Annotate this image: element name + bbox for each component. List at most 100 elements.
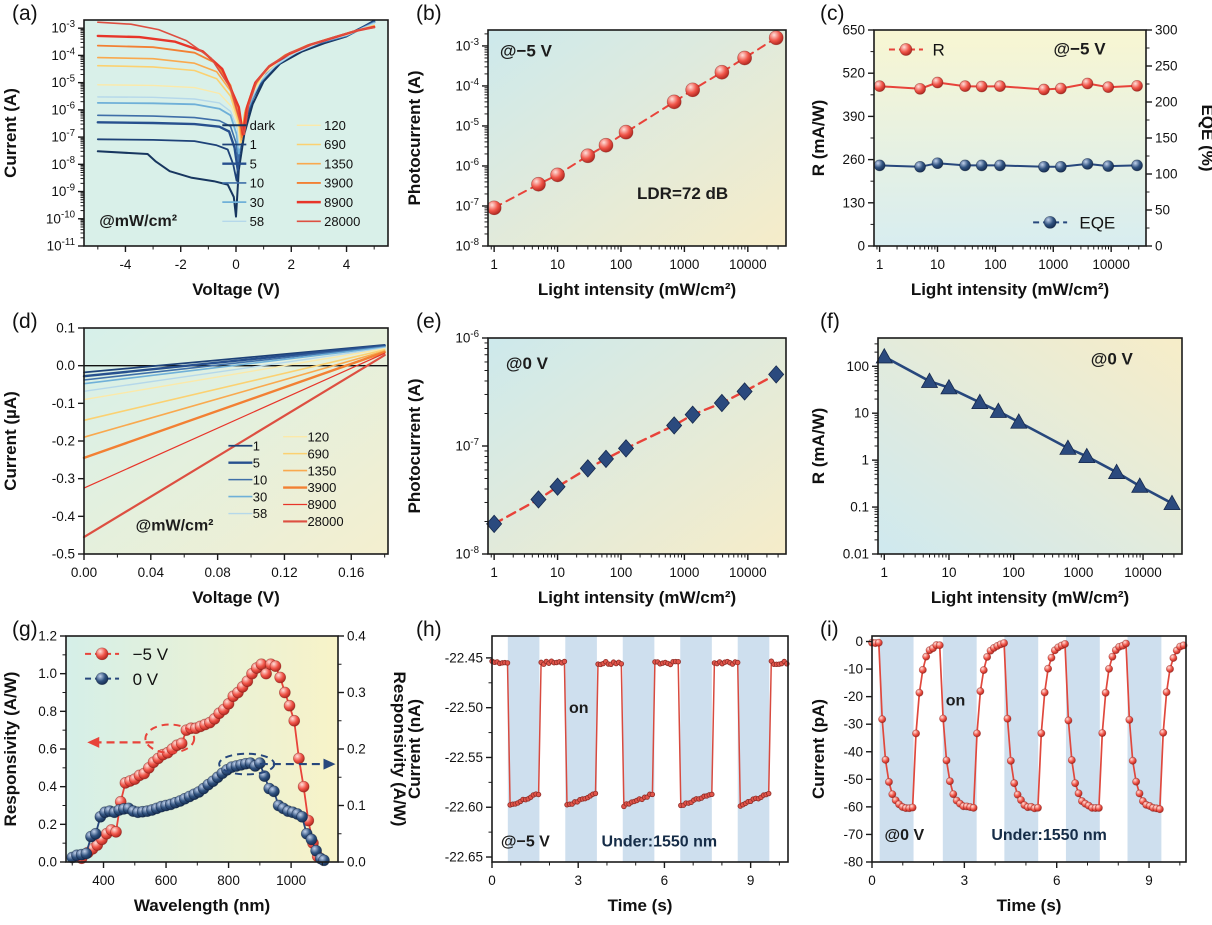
svg-text:520: 520: [842, 66, 865, 81]
series-group: [96, 19, 376, 218]
svg-text:8900: 8900: [324, 195, 353, 210]
svg-text:@mW/cm²: @mW/cm²: [99, 213, 177, 230]
svg-text:0.3: 0.3: [347, 685, 366, 700]
svg-text:0 V: 0 V: [133, 670, 159, 689]
plot-background: [878, 338, 1182, 554]
svg-text:Time (s): Time (s): [997, 896, 1062, 915]
chart-f: 1 10 100 1000 10000 100 10 1 0.1 0.01 Light intens…: [809, 337, 1183, 607]
svg-text:Current (nA): Current (nA): [405, 699, 424, 799]
svg-text:5: 5: [253, 455, 260, 470]
svg-text:10-8: 10-8: [455, 545, 479, 562]
panel-e: (e) 1 10 100 1000 10000 10-6 10-7 10-8 Light int…: [404, 308, 808, 616]
svg-text:260: 260: [842, 152, 865, 167]
series-5: [82, 344, 386, 378]
svg-text:600: 600: [155, 873, 178, 888]
svg-text:-50: -50: [843, 772, 863, 787]
svg-text:-22.55: -22.55: [445, 750, 483, 765]
axes: 1 10 100 1000 10000 100 10 1 0.1 0.01 Light intens…: [809, 337, 1183, 607]
chart-d: 0.00 0.04 0.08 0.12 0.16 0.1 0.0 -0.1 -0.2 -0.3 -0…: [1, 321, 389, 607]
svg-text:0: 0: [488, 873, 496, 888]
svg-text:-30: -30: [843, 717, 863, 732]
svg-text:Time (s): Time (s): [608, 896, 673, 915]
svg-text:3900: 3900: [307, 480, 336, 495]
svg-text:−5 V: −5 V: [133, 645, 169, 664]
svg-text:3: 3: [574, 873, 582, 888]
series-28000: [97, 21, 376, 136]
svg-text:-20: -20: [843, 689, 863, 704]
svg-text:@mW/cm²: @mW/cm²: [136, 518, 214, 535]
series-R: [873, 76, 1143, 96]
svg-text:10-3: 10-3: [51, 19, 75, 36]
svg-text:10-6: 10-6: [455, 329, 479, 346]
axes: -4 -2 0 2 4 10-3 10-4 10-5 10-6 10-7 10-8 10-9 10-10…: [1, 19, 389, 299]
series-30: [83, 346, 386, 385]
svg-text:Current (A): Current (A): [1, 88, 20, 178]
svg-text:28000: 28000: [324, 214, 360, 229]
panel-b: (b) 1 10 100 1000 10000 10-3 10-4 10-5 10-6 10-7 1…: [404, 0, 808, 308]
svg-text:0.04: 0.04: [138, 565, 165, 580]
svg-text:-0.4: -0.4: [52, 509, 76, 524]
svg-text:-22.65: -22.65: [445, 850, 483, 865]
svg-text:800: 800: [217, 873, 240, 888]
svg-text:@0 V: @0 V: [506, 354, 549, 373]
series-current: [868, 638, 1188, 814]
svg-text:10: 10: [253, 472, 267, 487]
panel-f: (f) 1 10 100 1000 10000 100 10 1 0.1 0.01 Light in…: [808, 308, 1212, 616]
svg-text:Responsivity (A/W): Responsivity (A/W): [1, 672, 20, 827]
svg-text:Light intensity (mW/cm²): Light intensity (mW/cm²): [538, 280, 736, 299]
chart-i: 0 3 6 9 0 -10 -20 -30 -40 -50 -60 -70 -80 Time (s) Cur…: [809, 634, 1188, 915]
annotations: @−5 V LDR=72 dB: [500, 42, 728, 204]
plot-background: [488, 30, 786, 246]
legend: 1 5 10 30 58 120 690 1350 3900 8900 28000: [228, 429, 344, 529]
chart-b: 1 10 100 1000 10000 10-3 10-4 10-5 10-6 10-7 10-8 L…: [405, 29, 787, 299]
svg-text:on: on: [569, 700, 589, 717]
svg-text:8900: 8900: [307, 497, 336, 512]
series-8900: [83, 352, 386, 489]
annotations: @mW/cm²: [136, 518, 214, 535]
chart-h: 0 3 6 9 -22.45 -22.50 -22.55 -22.60 -22.65 Time (…: [405, 635, 790, 915]
svg-text:0.0: 0.0: [56, 358, 75, 373]
axes: 0 3 6 9 -22.45 -22.50 -22.55 -22.60 -22.65 Time (…: [405, 635, 789, 915]
svg-text:EQE (%): EQE (%): [1198, 104, 1212, 171]
legend: dark 1 5 10 30 58 120 690 1350 3900 8900 28000: [222, 118, 360, 229]
svg-text:0.12: 0.12: [271, 565, 297, 580]
svg-text:-0.2: -0.2: [52, 434, 75, 449]
svg-text:1: 1: [490, 565, 498, 580]
svg-text:0: 0: [232, 257, 240, 272]
chart-e: 1 10 100 1000 10000 10-6 10-7 10-8 Light intensi…: [405, 329, 787, 607]
plot-background: [874, 30, 1146, 246]
svg-text:1: 1: [490, 257, 498, 272]
svg-text:0.1: 0.1: [56, 321, 75, 336]
svg-text:58: 58: [250, 214, 264, 229]
panel-a: (a) -4 -2 0 2 4 10-3 10-4 10-5 10-6 10-7 10-8 10-9 1…: [0, 0, 404, 308]
svg-text:10: 10: [854, 406, 869, 421]
series-photocurrent: [486, 30, 784, 216]
svg-text:300: 300: [1155, 23, 1178, 38]
series-group: [82, 343, 386, 539]
svg-text:2: 2: [288, 257, 296, 272]
svg-text:0.2: 0.2: [38, 817, 57, 832]
svg-text:-70: -70: [843, 827, 863, 842]
svg-text:10-9: 10-9: [51, 182, 75, 199]
svg-text:690: 690: [324, 137, 346, 152]
svg-text:1000: 1000: [276, 873, 306, 888]
svg-text:10000: 10000: [729, 565, 767, 580]
annotation-shapes: [87, 723, 336, 776]
svg-text:10-11: 10-11: [47, 237, 75, 254]
svg-text:58: 58: [253, 506, 267, 521]
svg-text:-40: -40: [843, 744, 863, 759]
svg-text:6: 6: [661, 873, 669, 888]
svg-text:10-5: 10-5: [455, 117, 479, 134]
series-690: [83, 348, 386, 422]
svg-text:10-10: 10-10: [46, 210, 76, 227]
svg-text:-80: -80: [843, 855, 863, 870]
series-group: [66, 658, 330, 867]
svg-text:Under:1550 nm: Under:1550 nm: [602, 834, 718, 851]
series-58: [83, 347, 386, 393]
svg-text:EQE: EQE: [1079, 213, 1115, 232]
svg-text:100: 100: [984, 257, 1007, 272]
svg-text:10-7: 10-7: [51, 128, 75, 145]
svg-text:30: 30: [250, 195, 264, 210]
series-dark: [96, 19, 376, 218]
